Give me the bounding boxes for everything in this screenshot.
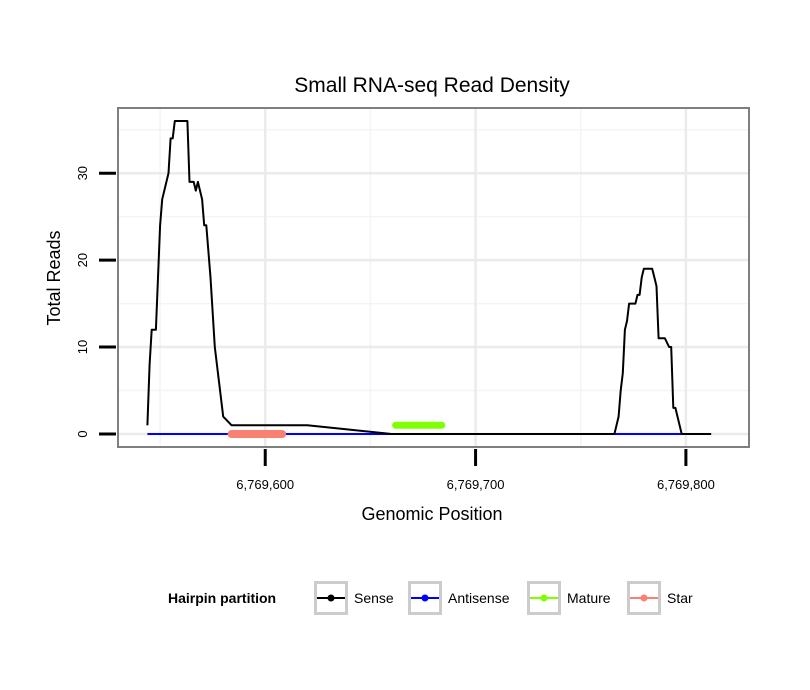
x-tick-label: 6,769,800 [657,477,715,492]
legend-item-mature: Mature [527,581,611,615]
y-tick-label: 10 [75,340,90,354]
legend-key-point [640,594,648,602]
legend-key-point [327,594,335,602]
legend-item-sense: Sense [314,581,394,615]
legend-label: Antisense [448,590,510,606]
y-axis-title: Total Reads [44,230,64,325]
legend-item-star: Star [627,581,693,615]
y-axis: 0 10 20 30 [75,166,116,438]
legend-label: Star [667,590,693,606]
series-layer [146,120,712,438]
x-axis-title: Genomic Position [361,504,502,524]
legend-label: Sense [354,590,394,606]
legend-key [527,581,561,615]
x-tick-label: 6,769,700 [447,477,505,492]
x-tick-label: 6,769,600 [236,477,294,492]
chart-title: Small RNA-seq Read Density [294,74,570,97]
legend-label: Mature [567,590,611,606]
legend-item-antisense: Antisense [408,581,510,615]
legend: Hairpin partition Sense Antisense Mature St… [168,581,693,615]
y-tick-label: 0 [75,430,90,437]
series-line-sense [146,120,712,435]
legend-key-point [421,594,429,602]
x-axis: 6,769,600 6,769,700 6,769,800 [236,449,715,492]
plot-panel-border [117,107,750,448]
y-tick-label: 20 [75,253,90,267]
legend-key-point [540,594,548,602]
legend-title: Hairpin partition [168,590,276,606]
y-tick-label: 30 [75,166,90,180]
